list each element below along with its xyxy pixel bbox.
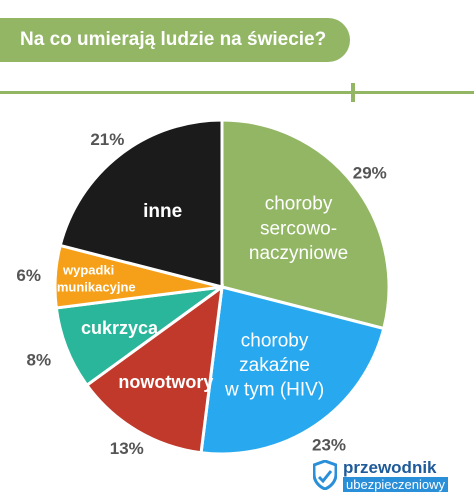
- pie-slice: [199, 285, 386, 456]
- brand-logo: przewodnik ubezpieczeniowy: [313, 458, 463, 492]
- slice-percent-label: 8%: [26, 351, 51, 370]
- page-title: Na co umierają ludzie na świecie?: [20, 29, 327, 50]
- slice-label: choroby sercowo-naczyniowe: [249, 194, 348, 264]
- slice-label: nowotwory: [118, 372, 213, 392]
- slice-percent-label: 21%: [90, 130, 124, 149]
- divider-line: [0, 91, 474, 94]
- slice-label: choroby zakaźne w tym (HIV): [224, 330, 324, 400]
- slice-percent-label: 6%: [16, 266, 41, 285]
- slice-percent-label: 13%: [110, 439, 144, 458]
- brand-line1: przewodnik: [343, 458, 437, 477]
- pie-slice: [220, 118, 391, 331]
- slice-label: inne: [143, 201, 182, 222]
- title-banner: Na co umierają ludzie na świecie?: [0, 18, 350, 62]
- pie-slice: [84, 283, 224, 455]
- brand-line2: ubezpieczeniowy: [343, 477, 449, 492]
- slice-percent-label: 29%: [353, 163, 387, 182]
- slice-label: cukrzyca: [81, 318, 159, 338]
- shield-icon: [313, 460, 337, 490]
- slice-percent-label: 23%: [312, 435, 346, 454]
- pie-slice: [58, 118, 224, 289]
- plus-icon-bar: [343, 91, 363, 94]
- slice-label: wypadki komunikacyjne: [42, 263, 136, 295]
